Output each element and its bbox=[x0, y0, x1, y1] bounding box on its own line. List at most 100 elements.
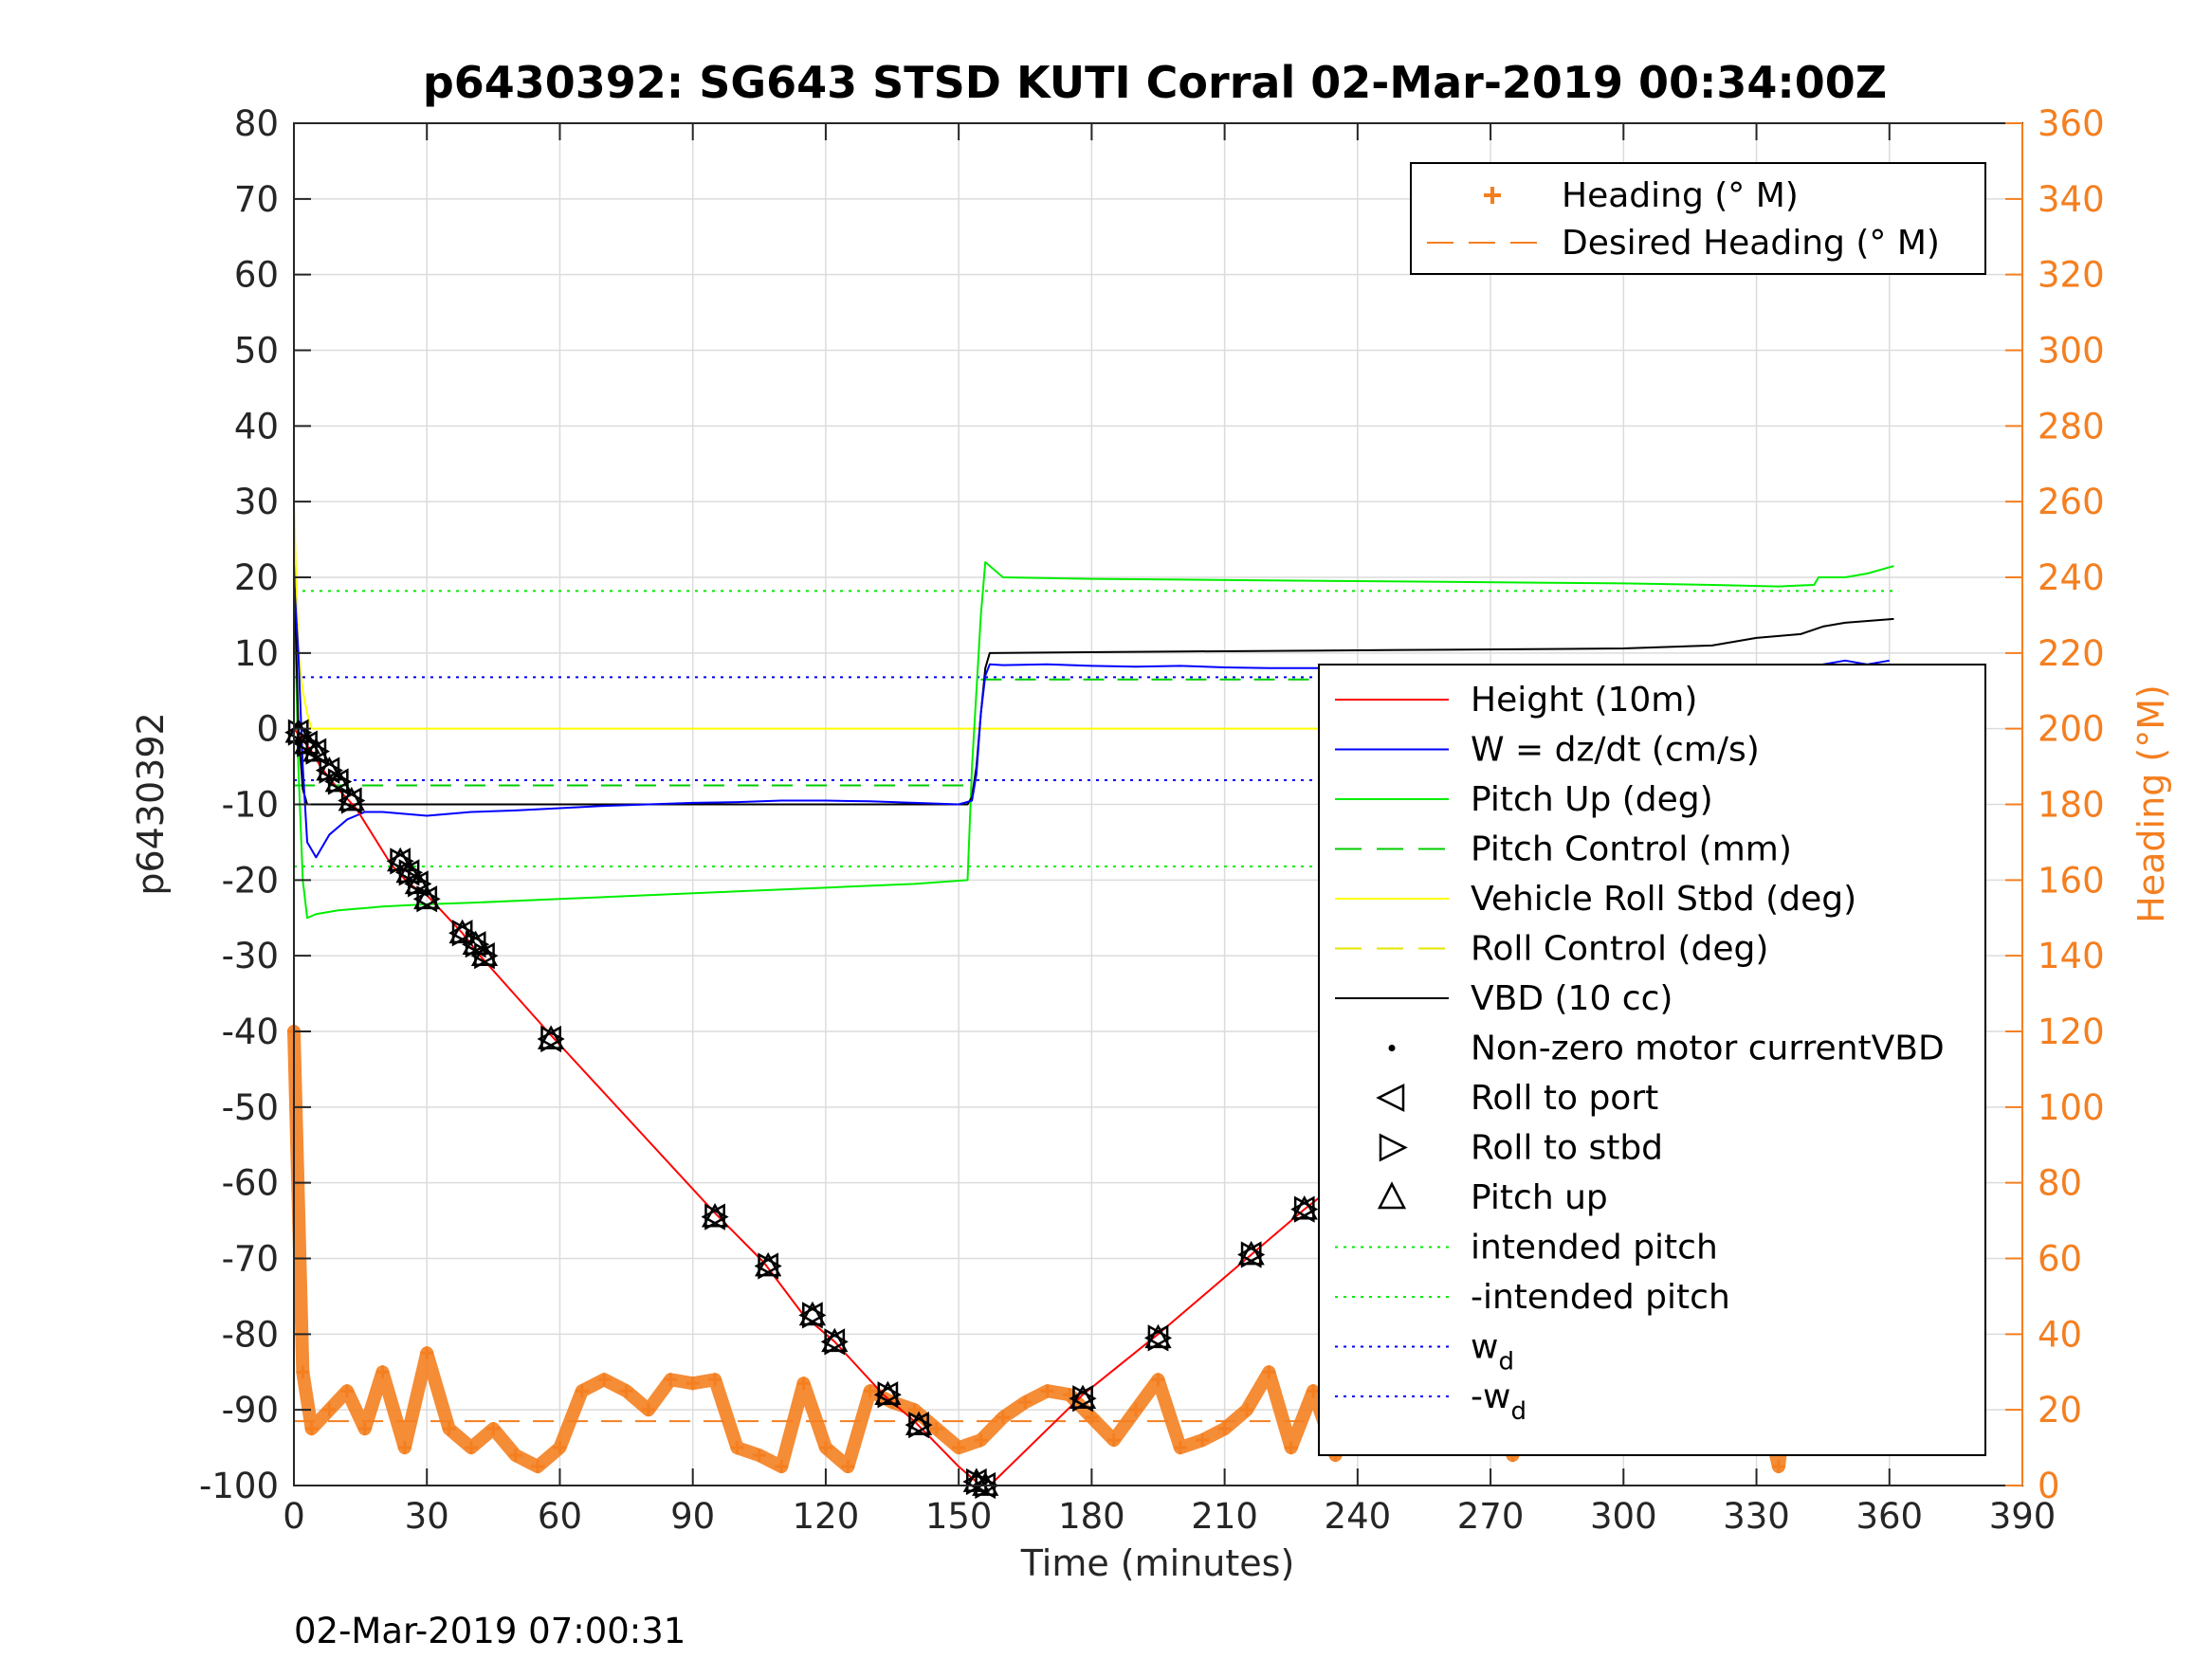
heading-point bbox=[1196, 1433, 1210, 1448]
chart-title: p6430392: SG643 STSD KUTI Corral 02-Mar-… bbox=[423, 57, 1887, 108]
heading-point bbox=[641, 1403, 655, 1417]
series-pitch-up-deg bbox=[293, 561, 1894, 920]
pitch-up-marker bbox=[905, 1411, 933, 1435]
x-tick-label: 270 bbox=[1457, 1496, 1525, 1537]
heading-point bbox=[1129, 1403, 1143, 1417]
x-tick-label: 300 bbox=[1590, 1496, 1657, 1537]
heading-point bbox=[1262, 1365, 1276, 1379]
legend-main-box bbox=[1318, 664, 1986, 1456]
pitch-up-marker bbox=[755, 1251, 782, 1277]
y2-tick-label: 220 bbox=[2038, 633, 2105, 674]
x-axis-label: Time (minutes) bbox=[1020, 1542, 1295, 1584]
heading-point bbox=[664, 1373, 678, 1387]
pitch-up-marker bbox=[1069, 1384, 1097, 1410]
heading-point bbox=[752, 1449, 766, 1463]
legend-label: -intended pitch bbox=[1471, 1278, 1730, 1317]
y2-tick-label: 20 bbox=[2038, 1390, 2082, 1431]
y2-tick-label: 120 bbox=[2038, 1012, 2105, 1052]
legend-entry: VBD (10 cc) bbox=[1335, 979, 1673, 1018]
legend-heading-label: Heading (° M) bbox=[1562, 176, 1799, 215]
legend-label: W = dz/dt (cm/s) bbox=[1471, 731, 1760, 770]
y2-tick-label: 240 bbox=[2038, 557, 2105, 598]
heading-point bbox=[996, 1411, 1010, 1425]
legend-entry: Roll to stbd bbox=[1379, 1129, 1663, 1168]
y-tick-label: -90 bbox=[222, 1390, 279, 1431]
heading-point bbox=[1151, 1373, 1165, 1387]
y-tick-label: 30 bbox=[234, 482, 279, 522]
pitch-up-marker bbox=[1237, 1240, 1265, 1266]
roll-stbd-marker bbox=[1072, 1385, 1097, 1413]
legend-entry: Pitch Up (deg) bbox=[1335, 780, 1713, 819]
roll-stbd-marker bbox=[540, 1025, 565, 1053]
pitch-up-marker bbox=[324, 767, 352, 793]
y2-tick-label: 340 bbox=[2038, 179, 2105, 220]
heading-point bbox=[304, 1422, 319, 1436]
roll-stbd-marker bbox=[1240, 1241, 1266, 1268]
roll-stbd-marker bbox=[1147, 1324, 1173, 1352]
legend-heading-entries: Heading (° M) Desired Heading (° M) bbox=[1427, 176, 1940, 263]
legend-entry: Vehicle Roll Stbd (deg) bbox=[1335, 880, 1856, 919]
legend-label: Height (10m) bbox=[1471, 681, 1697, 720]
pitch-up-marker bbox=[448, 919, 476, 944]
y-tick-label: -70 bbox=[222, 1239, 279, 1280]
x-tick-label: 240 bbox=[1325, 1496, 1392, 1537]
roll-stbd-marker bbox=[802, 1302, 827, 1329]
heading-point bbox=[442, 1422, 456, 1436]
legend-entry: Roll to port bbox=[1376, 1079, 1658, 1118]
x-tick-label: 390 bbox=[1989, 1496, 2057, 1537]
pitch-up-marker bbox=[537, 1025, 565, 1049]
roll-stbd-marker bbox=[398, 859, 424, 886]
legend-entry: Pitch Control (mm) bbox=[1335, 830, 1792, 869]
heading-point bbox=[1106, 1433, 1121, 1448]
legend-entry: intended pitch bbox=[1335, 1229, 1718, 1267]
y-ticks: 80 70 60 50 40 30 20 10 0 -10 -20 -30 -40 -50 -60 -70 -8… bbox=[199, 103, 311, 1506]
x-tick-label: 330 bbox=[1723, 1496, 1790, 1537]
heading-point bbox=[818, 1441, 832, 1455]
y-tick-label: -10 bbox=[222, 785, 279, 826]
heading-point bbox=[553, 1441, 567, 1455]
x-tick-label: 30 bbox=[405, 1496, 449, 1537]
y2-tick-label: 320 bbox=[2038, 255, 2105, 296]
heading-point bbox=[730, 1441, 744, 1455]
roll-stbd-marker bbox=[390, 848, 414, 875]
x-ticks: 0 30 60 90 120 150 180 210 240 270 300 330 360 390 bbox=[283, 123, 2056, 1537]
y2-tick-label: 160 bbox=[2038, 860, 2105, 901]
heading-point bbox=[357, 1422, 372, 1436]
pitch-up-marker bbox=[302, 738, 330, 762]
heading-point bbox=[486, 1422, 501, 1436]
legend-entry: Pitch up bbox=[1377, 1178, 1608, 1217]
heading-point bbox=[375, 1365, 390, 1379]
heading-point bbox=[322, 1403, 337, 1417]
heading-point bbox=[420, 1346, 434, 1360]
roll-stbd-marker bbox=[474, 942, 499, 970]
heading-point bbox=[708, 1373, 722, 1387]
y-tick-label: -60 bbox=[222, 1163, 279, 1204]
x-tick-label: 90 bbox=[670, 1496, 715, 1537]
legend-heading-box bbox=[1410, 162, 1986, 275]
roll-stbd-marker bbox=[340, 787, 366, 814]
legend-label: Roll Control (deg) bbox=[1471, 930, 1768, 969]
roll-stbd-marker bbox=[704, 1203, 729, 1231]
y-tick-label: 50 bbox=[234, 331, 279, 372]
legend-label: Pitch up bbox=[1471, 1178, 1608, 1217]
y2-tick-label: 80 bbox=[2038, 1163, 2082, 1204]
timestamp-footer: 02-Mar-2019 07:00:31 bbox=[294, 1611, 686, 1651]
heading-point bbox=[1018, 1395, 1033, 1410]
roll-stbd-marker bbox=[877, 1381, 902, 1409]
legend-label: Vehicle Roll Stbd (deg) bbox=[1471, 880, 1856, 919]
legend-heading: Heading (° M) Desired Heading (° M) bbox=[1410, 162, 1986, 275]
y2-tick-label: 0 bbox=[2038, 1466, 2060, 1506]
y-tick-label: -30 bbox=[222, 936, 279, 976]
x-tick-label: 0 bbox=[283, 1496, 305, 1537]
y-tick-label: -50 bbox=[222, 1087, 279, 1128]
roll-stbd-marker bbox=[305, 738, 330, 765]
heading-point bbox=[1085, 1411, 1099, 1425]
heading-point bbox=[597, 1373, 612, 1387]
legend-swatch bbox=[1377, 1181, 1407, 1210]
y2-tick-label: 180 bbox=[2038, 785, 2105, 826]
heading-point bbox=[796, 1376, 811, 1391]
heading-point bbox=[1239, 1403, 1253, 1417]
legend-label-subscript: d bbox=[1510, 1397, 1526, 1426]
heading-point bbox=[464, 1441, 478, 1455]
y2-tick-label: 140 bbox=[2038, 936, 2105, 976]
